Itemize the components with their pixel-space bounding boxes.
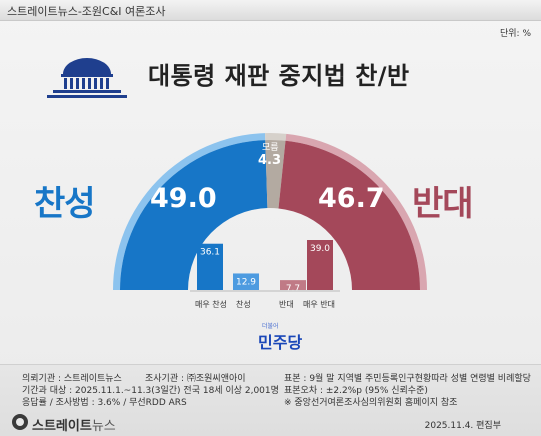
- national-assembly-icon: [47, 58, 127, 98]
- survey-source-title: 스트레이트뉴스-조원C&I 여론조사: [7, 5, 166, 18]
- bar-strongly-oppose: [307, 240, 333, 290]
- bar-label-oppose: 반대: [279, 300, 294, 309]
- footer-client: 의뢰기관 : 스트레이트뉴스: [22, 374, 122, 384]
- footer-reference: ※ 중앙선거여론조사심의위원회 홈페이지 참조: [284, 398, 458, 408]
- footer-sample: 표본 : 9월 말 지역별 주민등록인구현황따라 성별 연령별 비례할당: [284, 374, 531, 384]
- oppose-value: 46.7: [318, 183, 385, 214]
- oppose-big-label: 반대: [412, 184, 474, 224]
- footer-agency: 조사기관 : ㈜조원씨앤아이: [145, 374, 246, 384]
- approve-value: 49.0: [150, 183, 217, 214]
- brand-main: 스트레이트: [32, 419, 92, 434]
- brand-logo-icon: [12, 414, 28, 430]
- footer-period: 기간과 대상 : 2025.11.1.~11.3(3일간) 전국 18세 이상 …: [22, 386, 279, 396]
- footer-method: 응답률 / 조사방법 : 3.6% / 무선RDD ARS: [22, 398, 187, 408]
- unknown-label: 모름: [262, 143, 279, 153]
- bar-strongly-approve: [197, 243, 223, 290]
- bar-label-strongly-oppose: 매우 반대: [303, 300, 335, 309]
- unknown-value: 4.3: [258, 153, 282, 168]
- bar-value-oppose: 7.7: [286, 284, 300, 294]
- approve-slice: [120, 140, 268, 290]
- party-logo-main-text: 민주당: [258, 333, 303, 352]
- unit-label: 단위: %: [499, 29, 531, 39]
- brand-sub: 뉴스: [91, 419, 116, 434]
- unknown-slice: [265, 140, 286, 209]
- bar-label-strongly-approve: 매우 찬성: [195, 300, 227, 309]
- footer: [0, 364, 541, 436]
- unknown-outer-ring: [265, 133, 287, 141]
- oppose-outer-ring: [285, 133, 427, 290]
- footer-error: 표본오차 : ±2.2%p (95% 신뢰수준): [284, 386, 428, 396]
- bar-approve: [233, 273, 259, 290]
- party-logo: 더불어 민주당: [258, 323, 303, 353]
- brand-name: 스트레이트뉴스: [32, 415, 116, 434]
- top-bar: 스트레이트뉴스-조원C&I 여론조사: [0, 0, 541, 21]
- approve-big-label: 찬성: [34, 184, 96, 224]
- bar-value-strongly-approve: 36.1: [200, 248, 220, 258]
- party-logo-small-text: 더불어: [262, 323, 279, 330]
- bar-value-approve: 12.9: [236, 277, 256, 287]
- chart-title: 대통령 재판 중지법 찬/반: [148, 62, 410, 90]
- oppose-slice: [278, 140, 420, 290]
- bar-oppose: [280, 280, 306, 290]
- bar-label-approve: 찬성: [236, 300, 251, 309]
- bar-value-strongly-oppose: 39.0: [310, 244, 330, 254]
- publish-date: 2025.11.4. 편집부: [424, 421, 501, 431]
